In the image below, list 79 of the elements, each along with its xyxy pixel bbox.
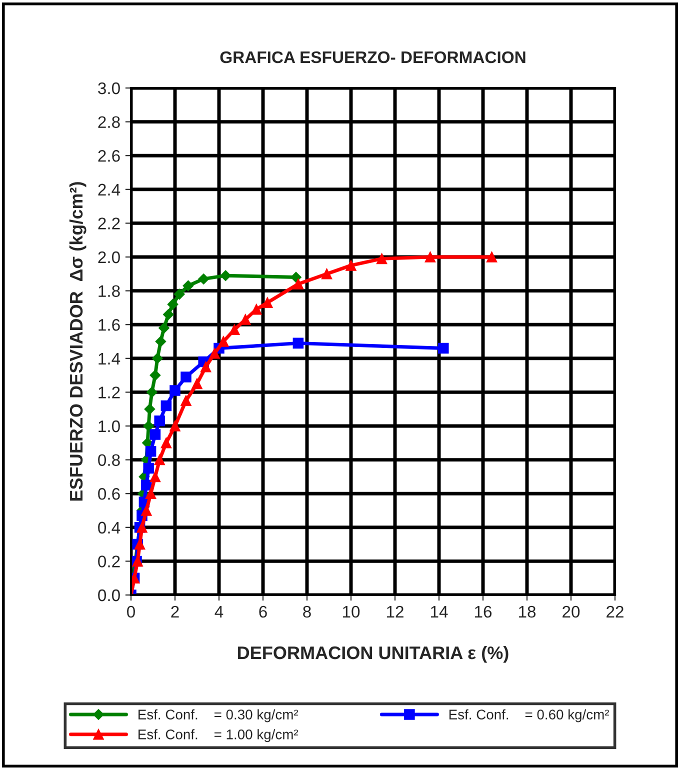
point (200, 361, 212, 372)
x-tick-label: 6 (259, 606, 267, 618)
point (198, 274, 210, 284)
chart-title: GRAFICA ESFUERZO- DEFORMACION (220, 51, 526, 64)
y-tick-label: 1.6 (98, 319, 120, 331)
point (251, 304, 262, 315)
point (154, 416, 165, 426)
point (136, 522, 148, 533)
x-tick-label: 8 (303, 606, 311, 618)
y-tick-label: 0.2 (98, 556, 120, 568)
point (376, 253, 388, 264)
point (209, 348, 220, 359)
x-tick-label: 18 (519, 606, 536, 618)
y-tick-label: 2.2 (98, 218, 120, 230)
x-tick-label: 22 (606, 606, 624, 618)
x-tick-label: 12 (387, 606, 404, 618)
point (180, 372, 192, 382)
y-tick-label: 2.4 (98, 184, 120, 196)
point (143, 462, 154, 474)
point (160, 400, 172, 412)
y-tick-label: 2.8 (98, 116, 120, 128)
point (150, 370, 161, 381)
y-tick-label: 2.0 (98, 251, 120, 264)
point (143, 420, 154, 432)
y-tick-label: 2.6 (98, 150, 120, 162)
point (438, 342, 449, 354)
point (162, 309, 174, 320)
legend-label: Esf. Conf. = 1.00 kg/cm² (138, 729, 298, 742)
y-tick-label: 1.2 (98, 386, 120, 398)
point (150, 471, 161, 482)
point (180, 395, 192, 406)
point (240, 314, 251, 325)
y-tick-label: 1.4 (98, 352, 120, 364)
x-tick-label: 16 (475, 606, 492, 618)
point (321, 268, 332, 280)
point (182, 280, 194, 292)
point (292, 338, 304, 349)
y-tick-label: 3.0 (98, 82, 120, 94)
point (144, 404, 156, 415)
y-tick-label: 0.0 (98, 589, 120, 602)
point (158, 322, 170, 334)
point (152, 352, 163, 364)
x-tick-label: 2 (171, 606, 179, 618)
point (290, 272, 302, 283)
point (145, 488, 156, 499)
point (155, 336, 166, 347)
point (134, 538, 146, 550)
y-axis-title: ESFUERZO DESVIADOR Δσ (kg/cm²) (69, 182, 86, 501)
point (160, 438, 172, 448)
point (141, 505, 152, 516)
y-tick-label: 1.8 (98, 285, 120, 298)
point (262, 297, 273, 308)
x-tick-label: 20 (562, 606, 580, 618)
point (170, 385, 180, 396)
point (346, 260, 356, 271)
point (167, 298, 178, 310)
y-tick-label: 0.4 (98, 522, 120, 534)
point (150, 429, 161, 440)
x-tick-label: 4 (214, 606, 224, 618)
y-tick-label: 1.0 (98, 420, 120, 432)
point (146, 386, 158, 398)
x-axis-title: DEFORMACION UNITARIA ε (%) (238, 646, 508, 663)
y-tick-label: 0.8 (98, 454, 120, 466)
x-tick-label: 14 (431, 606, 448, 618)
point (192, 378, 202, 390)
legend-label: Esf. Conf. = 0.30 kg/cm² (138, 709, 298, 722)
point (218, 336, 229, 347)
y-tick-label: 0.6 (98, 488, 120, 500)
point (424, 252, 436, 262)
point (229, 324, 240, 336)
point (170, 420, 180, 432)
point (292, 278, 304, 290)
x-tick-label: 0 (127, 606, 135, 618)
point (154, 454, 165, 466)
x-tick-label: 10 (343, 606, 360, 618)
point (486, 252, 498, 262)
legend-label: Esf. Conf. = 0.60 kg/cm² (449, 709, 610, 722)
point (174, 288, 185, 300)
point (145, 446, 156, 457)
